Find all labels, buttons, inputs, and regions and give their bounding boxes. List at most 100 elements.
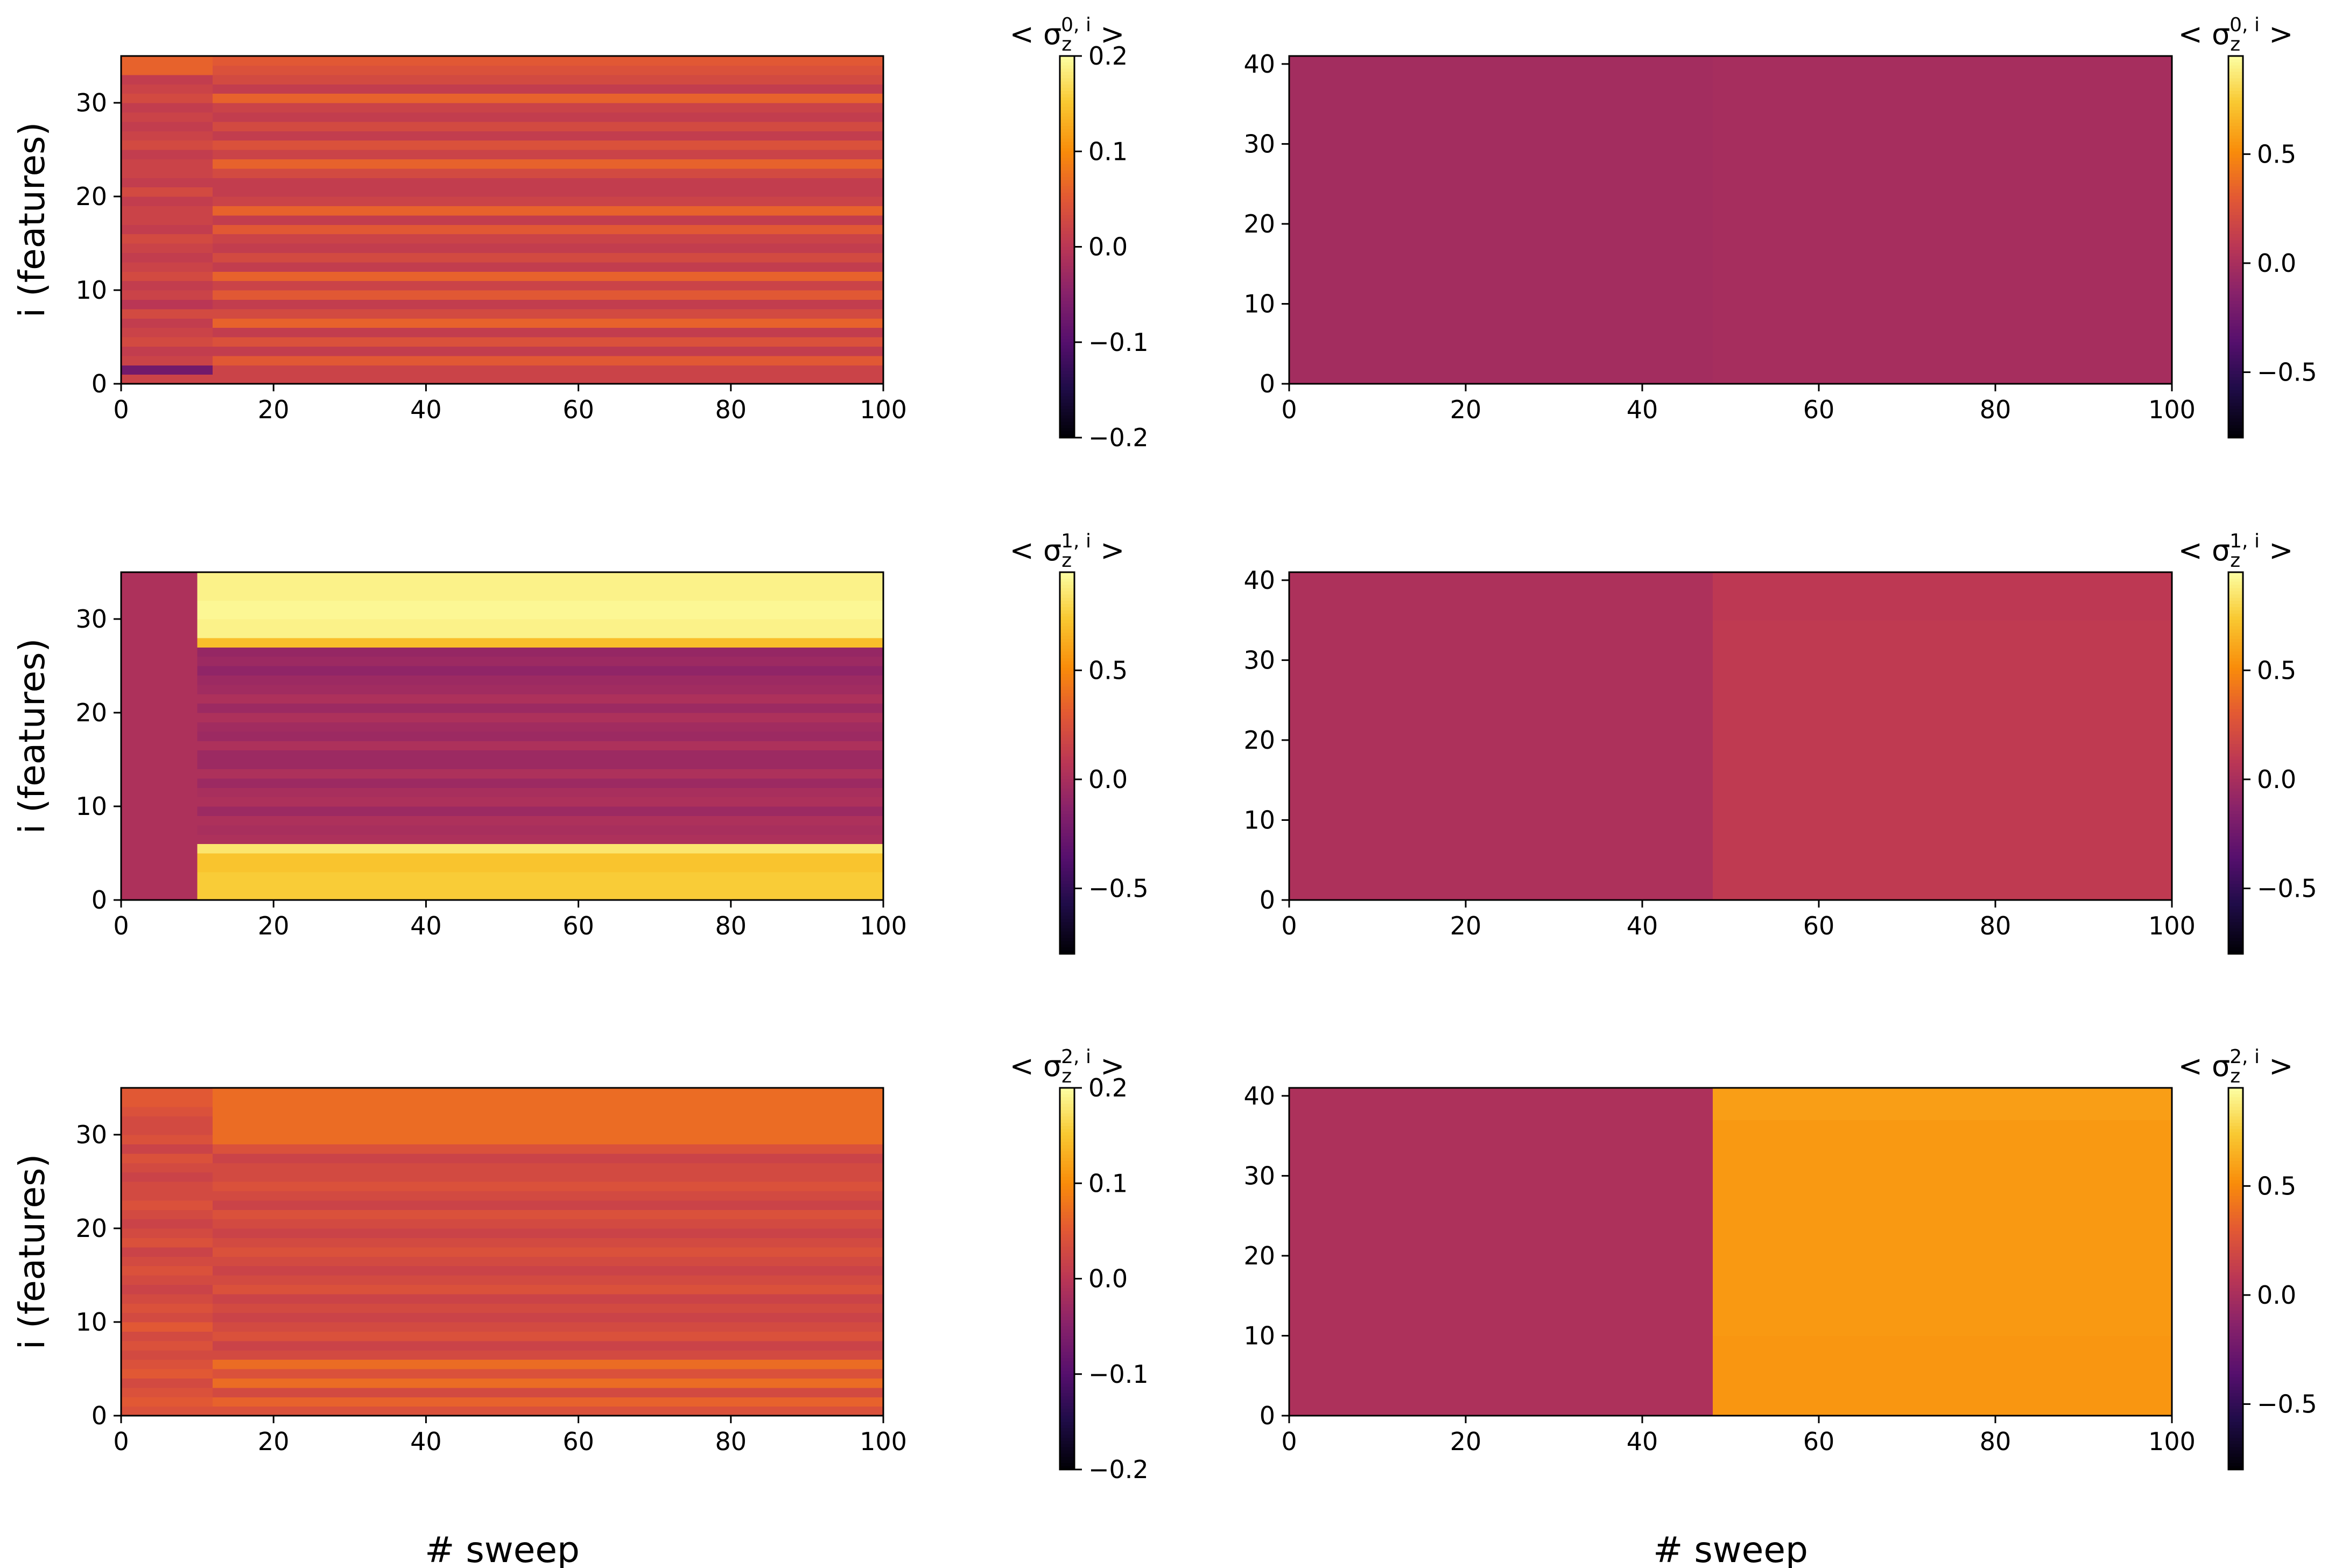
colorbar-band [1060,1138,1074,1143]
heatmap-cell [121,590,198,601]
colorbar-band [1060,1383,1074,1388]
heatmap-cell [212,103,884,112]
colorbar-band [1060,1155,1074,1158]
colorbar-band [2228,1167,2243,1171]
colorbar-band [2228,721,2243,726]
colorbar-band [2228,323,2243,327]
heatmap-cell [197,797,884,807]
heatmap-cell [212,1369,884,1379]
heatmap-cell [212,1331,884,1341]
heatmap-cell [1713,1095,2172,1105]
colorbar-band [2228,272,2243,276]
colorbar-band [1060,1320,1074,1324]
colorbar-band [1060,823,1074,827]
heatmap-cell [1713,264,2172,272]
colorbar-band [2228,1275,2243,1279]
x-tick-label: 0 [1281,395,1297,424]
colorbar-band [1060,941,1074,945]
colorbar-band [1060,632,1074,636]
heatmap-cell [1289,732,1713,741]
colorbar-band [1060,1183,1074,1187]
colorbar-band [2228,794,2243,799]
colorbar-band [2228,871,2243,875]
heatmap-cell [197,871,884,882]
colorbar-band [1060,81,1074,85]
colorbar-band [1060,725,1074,729]
colorbar-band [2228,291,2243,295]
colorbar-band [2228,103,2243,108]
colorbar-band [1060,399,1074,403]
colorbar: 0.5 0.0 −0.5 < σz1, i > [2178,530,2317,955]
colorbar-band [2228,1409,2243,1413]
colorbar-band [1060,405,1074,410]
x-tick-label: 100 [2148,911,2196,940]
heatmap-cell [121,806,198,816]
heatmap-cell [1713,884,2172,892]
colorbar-band [1060,403,1074,406]
colorbar-band [2228,177,2243,181]
colorbar-band [2228,1444,2243,1448]
heatmap-cell [1713,1279,2172,1288]
colorbar-band [1060,1374,1074,1378]
heatmap-cell [197,806,884,816]
colorbar-band [1060,215,1074,219]
colorbar-band [1060,753,1074,757]
colorbar-band [1060,1100,1074,1105]
colorbar-band [1060,1447,1074,1451]
colorbar-band [1060,1157,1074,1162]
colorbar-band [2228,750,2243,754]
heatmap-cell [1289,796,1713,805]
heatmap-cell [1713,88,2172,96]
heatmap-cell [1289,1207,1713,1217]
colorbar-band [2228,1145,2243,1149]
x-tick-label: 40 [410,911,442,940]
heatmap-cell [121,1369,213,1379]
colorbar-tick-label: 0.0 [1088,765,1128,794]
colorbar-band [1060,1190,1074,1193]
heatmap-cell [1713,208,2172,216]
y-tick-label: 0 [92,885,107,915]
colorbar-band [2228,903,2243,907]
heatmap-cell [121,1247,213,1257]
heatmap-cell [197,862,884,873]
heatmap-cell [1713,1143,2172,1152]
y-tick-label: 30 [75,88,107,117]
heatmap-cell [121,1237,213,1248]
heatmap-cell [121,628,198,638]
heatmap-cell [1289,1215,1713,1225]
colorbar-band [2228,212,2243,216]
colorbar-band [2228,1370,2243,1375]
heatmap-cell [1713,128,2172,137]
colorbar-band [2228,671,2243,674]
heatmap-cell [1713,828,2172,836]
colorbar-band [1060,151,1074,155]
heatmap-cell [1713,175,2172,185]
heatmap-cell [1289,1128,1713,1136]
colorbar-band [2228,658,2243,662]
colorbar-band [2228,1183,2243,1187]
colorbar-band [1060,78,1074,82]
colorbar-band [1060,1218,1074,1222]
heatmap-cell [1713,167,2172,177]
x-tick-label: 20 [258,1427,290,1456]
colorbar-band [2228,208,2243,213]
heatmap-cell [121,741,198,751]
colorbar-band [2228,393,2243,397]
colorbar-band [2228,1335,2243,1340]
heatmap-cell [1713,80,2172,89]
colorbar-band [2228,263,2243,266]
colorbar-band [1060,947,1074,951]
heatmap-cell [197,778,884,788]
colorbar-band [1060,877,1074,881]
heatmap-cell [1289,892,1713,901]
heatmap-cell [1713,200,2172,208]
heatmap-cell [1713,304,2172,312]
colorbar-band [1060,613,1074,617]
colorbar-band [2228,1272,2243,1276]
heatmap-cell [1289,200,1713,208]
colorbar-band [1060,154,1074,158]
heatmap-cell [1713,1151,2172,1161]
colorbar-band [2228,85,2243,88]
colorbar-band [2228,820,2243,824]
heatmap-cell [1289,1279,1713,1288]
